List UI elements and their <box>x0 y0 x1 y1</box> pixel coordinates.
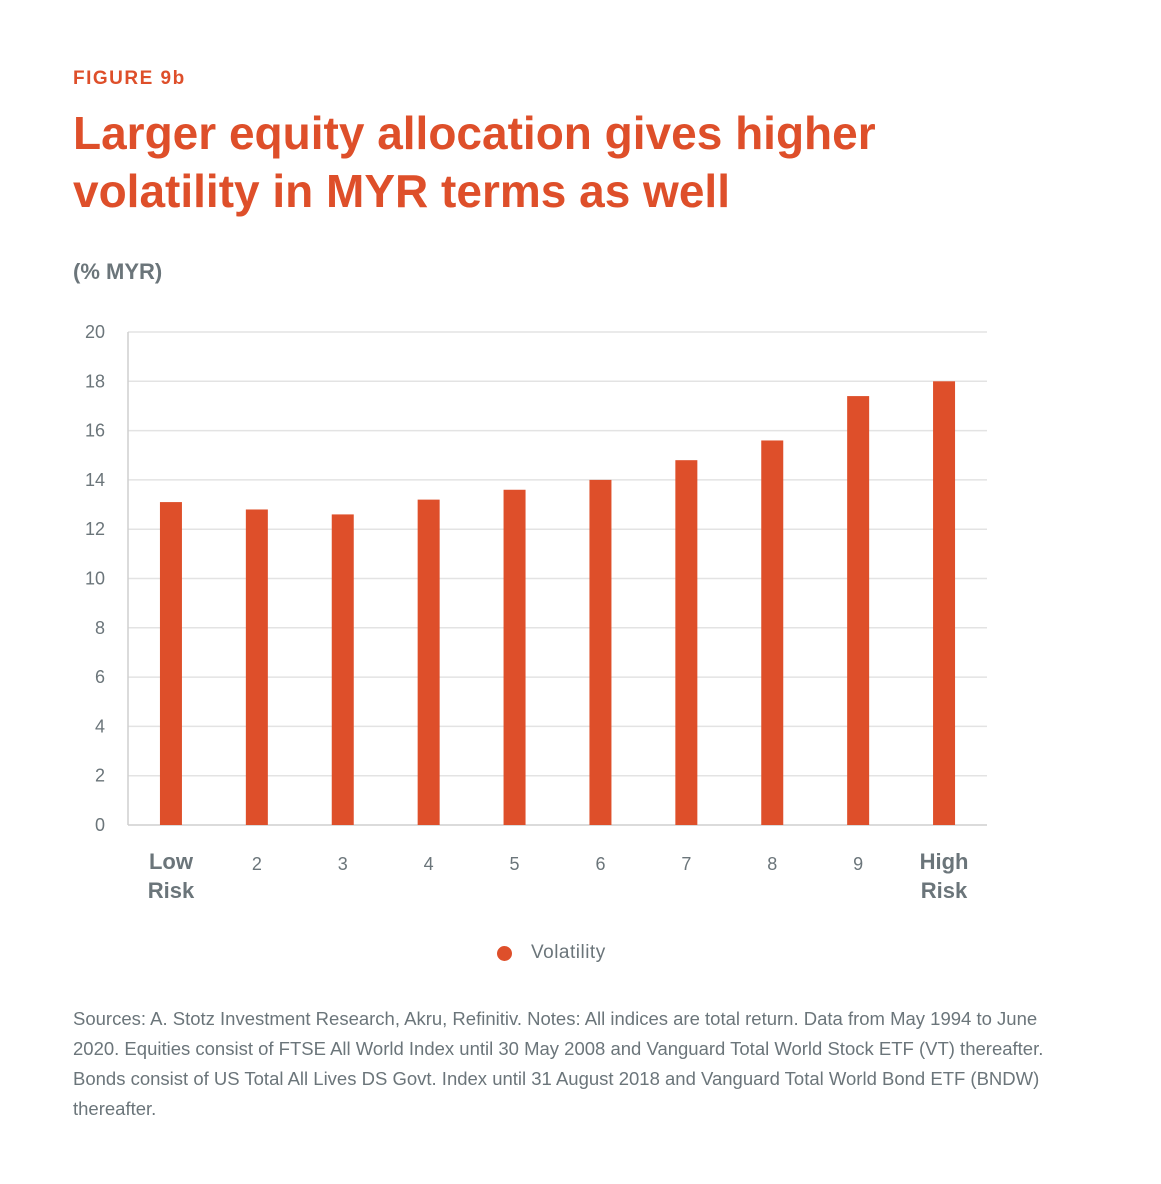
y-tick-label: 18 <box>85 371 105 391</box>
legend-label: Volatility <box>531 942 606 963</box>
x-tick-label: 5 <box>510 854 520 874</box>
bar <box>417 499 440 825</box>
x-tick-label: 8 <box>767 854 777 874</box>
x-tick-label: 2 <box>252 854 262 874</box>
bar <box>761 440 784 825</box>
legend: Volatility <box>497 942 606 964</box>
bar <box>245 509 268 825</box>
y-tick-label: 8 <box>95 618 105 638</box>
legend-marker-icon <box>497 945 512 961</box>
y-tick-label: 6 <box>95 667 105 687</box>
x-tick-label: 4 <box>424 854 434 874</box>
y-tick-label: 2 <box>95 766 105 786</box>
y-tick-label: 16 <box>85 421 105 441</box>
y-tick-label: 12 <box>85 519 105 539</box>
bar <box>933 381 956 825</box>
x-tick-label: 9 <box>853 854 863 874</box>
y-tick-label: 4 <box>95 716 105 736</box>
y-tick-label: 14 <box>85 470 105 490</box>
x-tick-label: Low Risk <box>148 849 195 903</box>
bar <box>503 489 526 825</box>
y-axis-unit-label: (% MYR) <box>73 259 163 284</box>
bar <box>331 514 354 825</box>
bar <box>847 396 870 825</box>
y-tick-label: 0 <box>95 815 105 835</box>
bar <box>589 479 612 825</box>
bar <box>675 460 698 825</box>
x-tick-label: High Risk <box>920 849 969 903</box>
x-tick-label: 6 <box>595 854 605 874</box>
x-tick-label: 7 <box>681 854 691 874</box>
figure-label: FIGURE 9b <box>73 68 186 89</box>
x-tick-label: 3 <box>338 854 348 874</box>
bar <box>159 502 182 825</box>
y-tick-label: 10 <box>85 569 105 589</box>
chart-title: Larger equity allocation gives higher vo… <box>73 107 876 217</box>
y-tick-label: 20 <box>85 322 105 342</box>
source-notes: Sources: A. Stotz Investment Research, A… <box>73 1008 1044 1119</box>
bar-chart: 0 2 4 6 8 10 12 14 16 18 20 Low Risk 2 3 4 5 6 7 8 9 High Risk <box>85 322 987 903</box>
